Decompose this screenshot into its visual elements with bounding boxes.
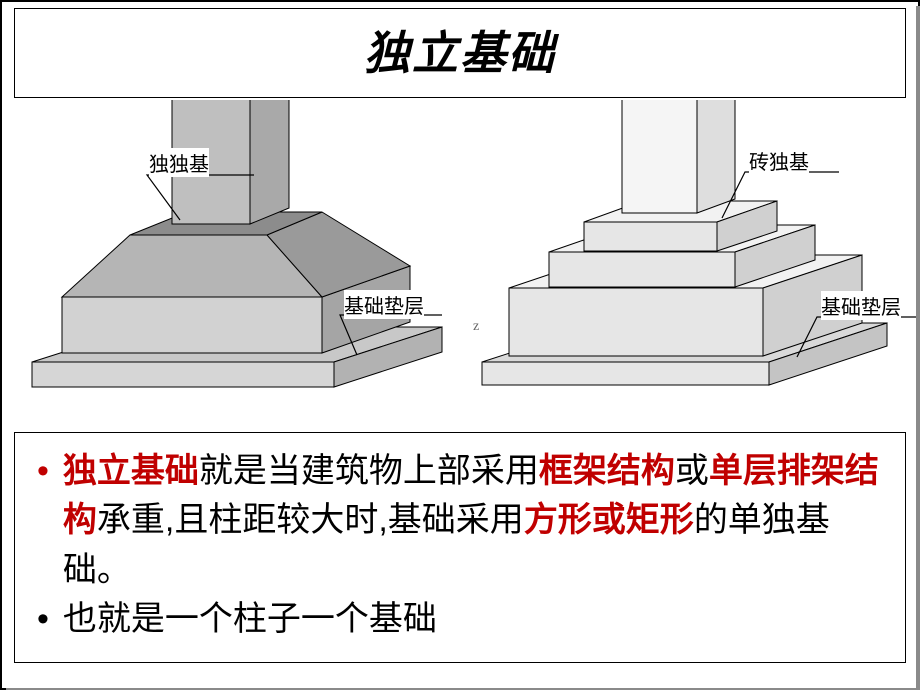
- text-segment: 也就是一个柱子一个基础: [63, 600, 437, 638]
- label-left-top: 独独基: [149, 148, 209, 177]
- text-segment: 方形或矩形: [524, 501, 694, 539]
- text-segment: 独立基础: [63, 452, 199, 490]
- text-segment: 或: [675, 452, 709, 490]
- label-left-bottom: 基础垫层: [344, 290, 424, 319]
- bullet-line: • 也就是一个柱子一个基础: [37, 595, 883, 644]
- label-right-bottom: 基础垫层: [821, 291, 901, 320]
- diagram-left: 独独基 基础垫层: [2, 100, 467, 420]
- bullet-line: •独立基础就是当建筑物上部采用框架结构或单层排架结构承重,且柱距较大时,基础采用…: [37, 447, 883, 595]
- diagram-right-svg: z: [467, 100, 918, 420]
- bullet-dot: •: [37, 595, 63, 644]
- page-shadow-right: [916, 6, 920, 690]
- label-right-top: 砖独基: [749, 146, 809, 175]
- stray-char: z: [473, 319, 479, 334]
- text-segment: 承重,且柱距较大时,基础采用: [97, 501, 524, 539]
- bullet-text: 独立基础就是当建筑物上部采用框架结构或单层排架结构承重,且柱距较大时,基础采用方…: [63, 447, 883, 595]
- bullet-text: 也就是一个柱子一个基础: [63, 595, 883, 644]
- diagram-left-svg: [2, 100, 467, 420]
- text-segment: 框架结构: [539, 452, 675, 490]
- page-title: 独立基础: [364, 28, 556, 79]
- diagram-row: 独独基 基础垫层: [2, 100, 918, 420]
- column-right: [622, 100, 735, 213]
- diagram-right: z 砖独基 基础垫层: [467, 100, 918, 420]
- text-frame: •独立基础就是当建筑物上部采用框架结构或单层排架结构承重,且柱距较大时,基础采用…: [14, 432, 906, 663]
- title-frame: 独立基础: [14, 8, 906, 98]
- slide-page: 独立基础: [0, 0, 920, 690]
- footing-frustum: [62, 212, 410, 297]
- text-segment: 就是当建筑物上部采用: [199, 452, 539, 490]
- bullet-dot: •: [37, 447, 63, 496]
